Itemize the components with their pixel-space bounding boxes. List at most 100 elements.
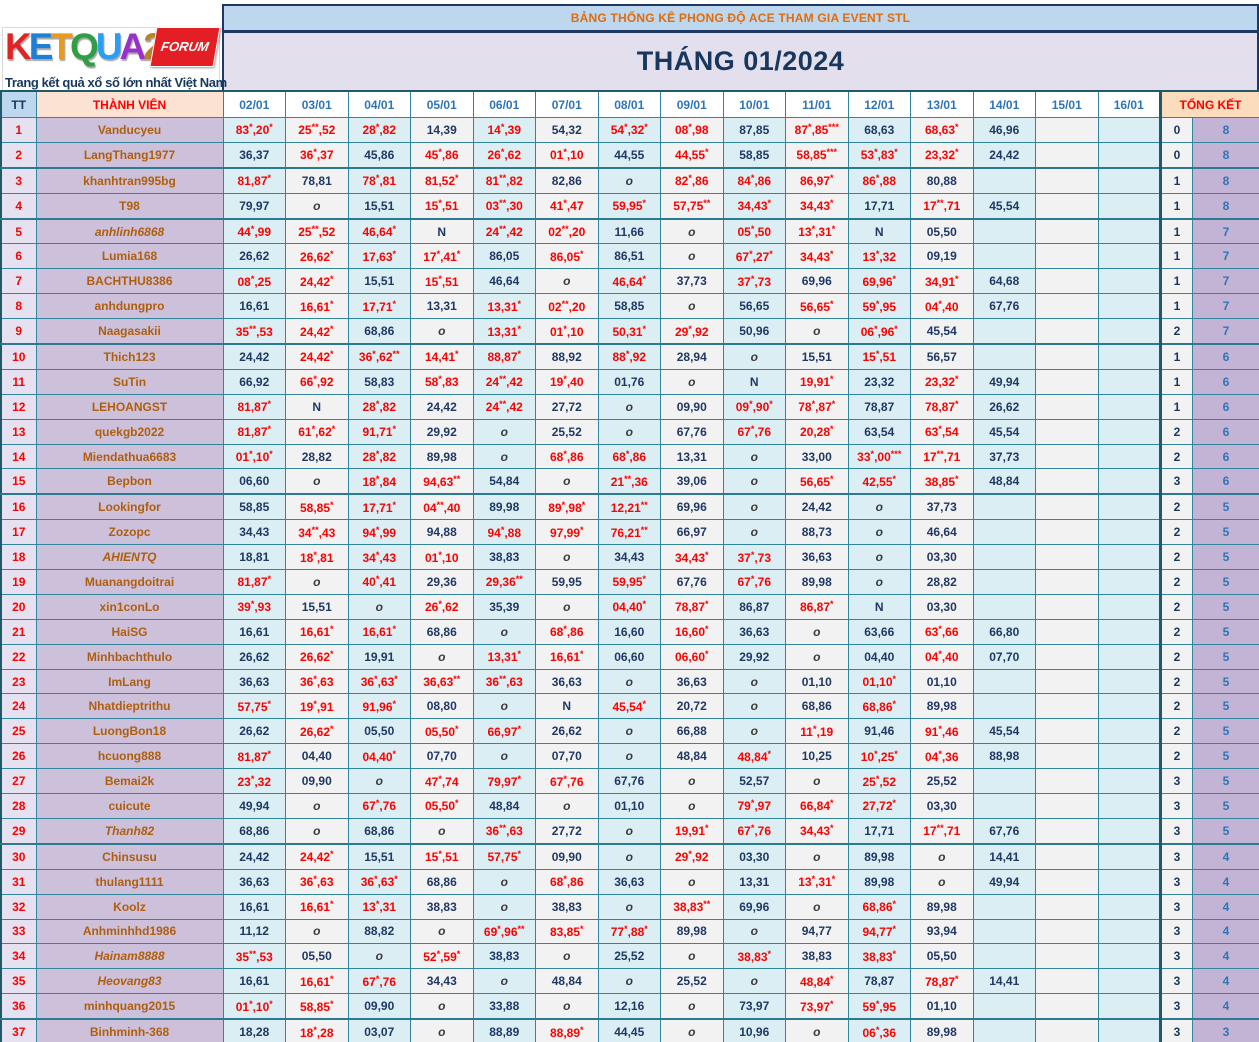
score-cell: 16,61* (535, 643, 599, 670)
score-cell: 86,87* (785, 593, 849, 620)
member-row: 12 LEHOANGST 81,87* N 28*,82 24,42 24**,42 27,7… (0, 393, 1259, 420)
total-cell: 5 (1192, 793, 1259, 819)
count-cell: 2 (1159, 643, 1193, 670)
score-cell: 34,43* (785, 243, 849, 270)
score-cell: 13,31* (472, 318, 536, 346)
score-cell: 81**,82 (472, 167, 536, 194)
score-cell (1035, 117, 1099, 143)
score-cell: o (410, 318, 474, 346)
rank-cell: 9 (0, 318, 37, 346)
score-cell: 20,72 (660, 693, 724, 720)
score-cell (972, 893, 1036, 920)
member-row: 21 HaiSG 16,61 16,61* 16,61* 68,86 o 68*,86 16,6… (0, 618, 1259, 645)
score-cell: 53*,83* (847, 141, 911, 169)
score-cell: 78,87* (910, 968, 974, 995)
score-cell: 01,10 (785, 668, 849, 695)
score-cell (972, 318, 1036, 346)
score-cell: 84*,86 (722, 167, 786, 194)
count-cell: 2 (1159, 718, 1193, 745)
date-column-header: 03/01 (285, 90, 349, 118)
total-cell: 4 (1192, 943, 1259, 970)
score-cell: 45,54 (972, 718, 1036, 745)
score-cell: 09,90 (535, 843, 599, 870)
score-cell (1097, 268, 1161, 295)
score-cell (1035, 868, 1099, 895)
score-cell: 38,83 (472, 544, 536, 571)
member-name-cell: Bepbon (35, 468, 224, 496)
score-cell: o (472, 868, 536, 895)
score-cell (1035, 668, 1099, 695)
score-cell: 25,52 (597, 943, 661, 970)
score-cell: 82*,86 (660, 167, 724, 194)
month-title: THÁNG 01/2024 (222, 33, 1259, 90)
score-cell: 78,87* (660, 593, 724, 620)
score-cell: 48,84 (660, 743, 724, 770)
score-cell: o (847, 493, 911, 521)
score-cell: 67,76 (660, 569, 724, 595)
total-cell: 5 (1192, 817, 1259, 845)
score-cell: o (535, 943, 599, 970)
score-cell: 05,50 (285, 943, 349, 970)
member-row: 4 T98 79,97 o 15,51 15*,51 03**,30 41*,47 59,95*… (0, 192, 1259, 220)
member-name-cell: Thanh82 (35, 817, 224, 845)
member-name-cell: Naagasakii (35, 318, 224, 346)
score-cell: 91,96* (347, 693, 411, 720)
logo-letter: U (95, 26, 123, 67)
score-cell: 04,40* (597, 593, 661, 620)
score-cell: o (535, 593, 599, 620)
total-cell: 8 (1192, 141, 1259, 169)
score-cell (972, 544, 1036, 571)
score-cell: 13,31* (472, 293, 536, 320)
score-cell: o (722, 443, 786, 470)
logo-letters: KETQUA2 (5, 28, 164, 65)
member-row: 1 Vanducyeu 83*,20* 25**,52 28*,82 14,39 14*,3… (0, 117, 1259, 143)
score-cell: 29,36** (472, 569, 536, 595)
score-cell: 52,57 (722, 768, 786, 795)
score-cell: 49,94 (222, 793, 286, 819)
score-cell (1035, 793, 1099, 819)
score-cell: 21**,36 (597, 468, 661, 496)
score-cell: 78*,87* (785, 393, 849, 420)
score-cell: 15,51 (785, 343, 849, 370)
score-cell: 34**,43 (285, 519, 349, 546)
total-cell: 6 (1192, 393, 1259, 420)
count-cell: 1 (1159, 192, 1193, 220)
member-column-header: THÀNH VIÊN (35, 90, 224, 118)
score-cell: 88,89 (472, 1018, 536, 1042)
member-row: 19 Muanangdoitrai 81,87* o 40*,41 29,36 29,36*… (0, 569, 1259, 595)
score-cell: 69,96* (847, 268, 911, 295)
score-cell: 10*,25* (847, 743, 911, 770)
score-cell (1035, 1018, 1099, 1042)
score-cell: 01,10 (910, 993, 974, 1021)
rank-cell: 33 (0, 918, 37, 945)
score-cell: 38,83 (472, 943, 536, 970)
score-cell (972, 218, 1036, 245)
score-cell (1097, 544, 1161, 571)
rank-cell: 7 (0, 268, 37, 295)
score-cell: 01,10 (597, 793, 661, 819)
score-cell: 17,71* (347, 493, 411, 521)
total-cell: 7 (1192, 243, 1259, 270)
score-cell: o (535, 268, 599, 295)
date-column-header: 15/01 (1035, 90, 1099, 118)
count-cell: 3 (1159, 468, 1193, 496)
score-cell: 24,42* (285, 343, 349, 370)
score-cell: 13,31* (472, 643, 536, 670)
member-row: 25 LuongBon18 26,62 26,62* 05,50 05,50* 66,97*… (0, 718, 1259, 745)
score-cell: 68*,86 (535, 868, 599, 895)
score-cell: 48,84* (722, 743, 786, 770)
score-cell: 34,43 (597, 544, 661, 571)
score-cell: 17,71* (347, 293, 411, 320)
score-cell: 44*,99 (222, 218, 286, 245)
score-cell: 26,62 (222, 643, 286, 670)
score-cell: 28*,82 (347, 117, 411, 143)
score-cell: 63*,66 (910, 618, 974, 645)
score-cell: 79,97 (222, 192, 286, 220)
score-cell (1097, 468, 1161, 496)
score-cell: 10,96 (722, 1018, 786, 1042)
score-cell: 58,85*** (785, 141, 849, 169)
score-cell: 05,50 (910, 943, 974, 970)
score-cell: o (785, 618, 849, 645)
score-cell: 36*,63 (285, 868, 349, 895)
score-cell: 87,85 (722, 117, 786, 143)
